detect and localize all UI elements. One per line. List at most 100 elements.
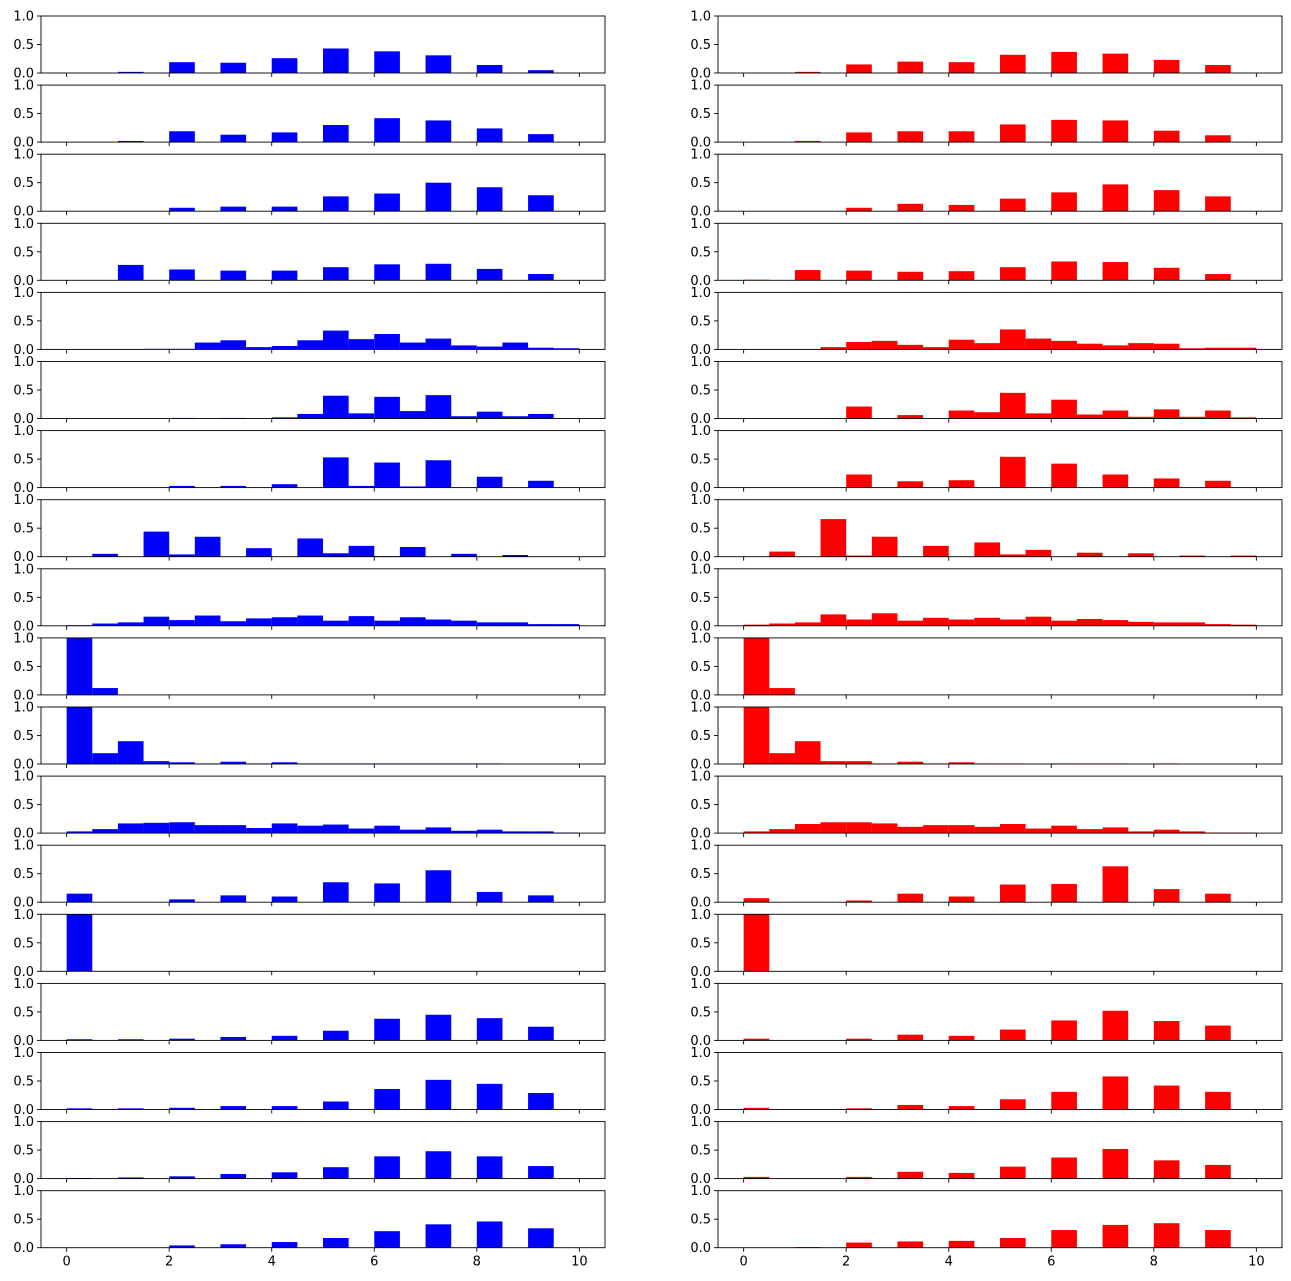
bar-r6-right-2: [948, 410, 975, 419]
bar-r4-left-1: [169, 269, 195, 281]
ytick-label-r8-right-2: 1.0: [690, 493, 711, 508]
bar-r1-left-7: [476, 65, 503, 73]
bar-r6-right-11: [1179, 416, 1206, 419]
bar-r11-left-2: [117, 741, 144, 764]
bar-r9-left-16: [476, 622, 503, 626]
bar-r7-left-8: [476, 476, 503, 488]
bar-r3-right-3: [1000, 198, 1026, 212]
ytick-label-r18-left-0: 0.0: [13, 1241, 34, 1256]
ytick-label-r3-left-2: 1.0: [13, 148, 34, 163]
bar-r12-left-8: [271, 823, 298, 834]
bar-r9-left-12: [374, 620, 400, 626]
bar-r8-left-2: [169, 554, 195, 557]
ytick-label-r17-left-1: 0.5: [13, 1144, 34, 1159]
bar-r15-right-3: [948, 1035, 975, 1041]
bar-r9-left-15: [451, 620, 477, 626]
bar-r15-left-0: [66, 1039, 93, 1041]
bar-r1-right-1: [846, 64, 872, 73]
bar-r13-right-0: [743, 898, 770, 903]
bar-r7-left-3: [323, 457, 349, 488]
bar-r11-left-6: [220, 761, 247, 764]
bar-r4-right-1: [794, 270, 821, 281]
bar-r2-right-2: [897, 131, 924, 143]
ytick-label-r1-left-2: 1.0: [13, 10, 34, 25]
bar-r12-left-7: [246, 827, 272, 834]
bar-r8-left-9: [399, 547, 426, 557]
bar-r6-left-8: [425, 395, 452, 419]
ytick-label-r6-left-1: 0.5: [13, 384, 34, 399]
bar-r18-left-2: [271, 1242, 298, 1248]
bar-r8-right-9: [1128, 553, 1154, 557]
bar-r5-right-8: [1025, 338, 1052, 350]
bar-r11-left-3: [143, 761, 170, 764]
bar-r8-right-6: [1000, 554, 1026, 557]
bar-r2-left-6: [425, 120, 452, 143]
bar-r12-left-12: [374, 825, 400, 834]
bar-r2-right-6: [1102, 120, 1129, 143]
bar-r4-right-2: [846, 270, 872, 281]
ytick-label-r3-left-1: 0.5: [13, 176, 34, 191]
bar-r11-left-4: [169, 762, 195, 764]
ytick-label-r16-left-1: 0.5: [13, 1075, 34, 1090]
bar-r7-right-3: [1000, 456, 1026, 488]
ytick-label-r17-right-2: 1.0: [690, 1115, 711, 1130]
bar-r3-right-5: [1102, 184, 1129, 212]
bar-r11-right-6: [897, 761, 924, 764]
bar-r4-left-2: [220, 270, 247, 281]
bar-r9-right-19: [1230, 624, 1257, 626]
bar-r16-left-4: [271, 1106, 298, 1110]
bar-r15-left-8: [476, 1018, 503, 1041]
bar-r9-right-18: [1205, 624, 1231, 626]
bar-r17-left-2: [169, 1176, 195, 1179]
bar-r1-left-2: [220, 62, 247, 73]
bar-r17-right-2: [897, 1171, 924, 1179]
ytick-label-r2-left-0: 0.0: [13, 136, 34, 151]
bar-r5-right-16: [1230, 347, 1257, 350]
axes-frame-r16-left: [40, 1052, 606, 1110]
bar-r5-right-14: [1179, 348, 1206, 350]
bar-r6-right-10: [1153, 409, 1180, 419]
bar-r5-right-9: [1051, 340, 1077, 350]
bar-r4-right-3: [897, 271, 924, 281]
bar-r11-right-3: [820, 761, 847, 764]
ytick-label-r18-left-1: 0.5: [13, 1213, 34, 1228]
bar-r10-left-0: [66, 637, 93, 695]
bar-r9-right-12: [1051, 620, 1077, 626]
bar-r18-left-1: [220, 1244, 247, 1248]
ytick-label-r1-left-1: 0.5: [13, 38, 34, 53]
ytick-label-r12-left-2: 1.0: [13, 770, 34, 785]
bar-r9-left-1: [92, 623, 118, 626]
bar-r8-right-8: [1076, 552, 1103, 557]
bar-r17-left-5: [323, 1167, 349, 1179]
bar-r2-right-1: [846, 132, 872, 143]
ytick-label-r2-left-1: 0.5: [13, 107, 34, 122]
bar-r17-left-4: [271, 1172, 298, 1179]
ytick-label-r5-right-0: 0.0: [690, 343, 711, 358]
bar-r17-right-3: [948, 1172, 975, 1179]
ytick-label-r11-right-0: 0.0: [690, 758, 711, 773]
ytick-label-r2-right-0: 0.0: [690, 136, 711, 151]
bar-r1-right-0: [794, 71, 821, 73]
bar-r12-right-12: [1051, 825, 1077, 834]
bar-r2-left-5: [374, 118, 400, 143]
bar-r12-right-16: [1153, 829, 1180, 834]
ytick-label-r15-left-1: 0.5: [13, 1005, 34, 1020]
bar-r3-right-1: [897, 203, 924, 212]
bar-r18-right-5: [1051, 1230, 1077, 1248]
bar-r13-left-0: [66, 893, 93, 903]
bar-r5-left-13: [476, 346, 503, 350]
bar-r11-left-1: [92, 753, 118, 764]
bar-r8-right-11: [1230, 555, 1257, 557]
bar-r2-right-3: [948, 131, 975, 143]
bar-r17-right-0: [743, 1176, 770, 1179]
xtick-label-r18-right-5: 10: [1248, 1255, 1265, 1270]
bar-r12-right-17: [1179, 831, 1206, 834]
bar-r17-right-1: [846, 1176, 872, 1179]
bar-r12-right-4: [846, 822, 872, 834]
bar-r9-right-16: [1153, 622, 1180, 626]
bar-r4-left-0: [117, 264, 144, 281]
bar-r1-right-5: [1051, 51, 1077, 73]
ytick-label-r8-right-0: 0.0: [690, 550, 711, 565]
bar-r16-right-6: [1102, 1076, 1129, 1110]
bar-r5-right-15: [1205, 347, 1231, 350]
